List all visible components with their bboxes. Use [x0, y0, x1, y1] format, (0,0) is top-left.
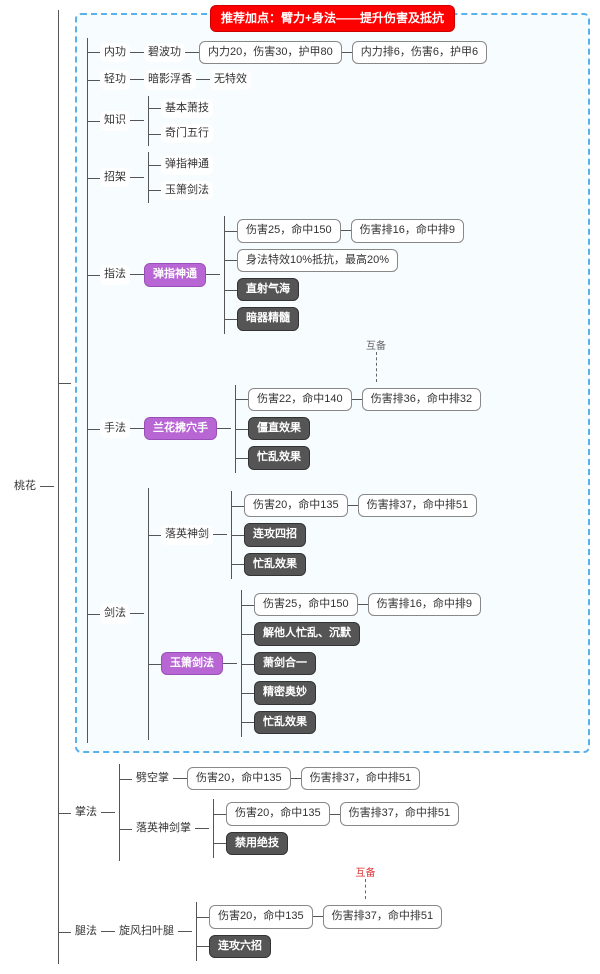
stat-node: 内力20，伤害30，护甲80 [199, 41, 342, 64]
stat-node: 伤害25，命中150 [254, 593, 358, 616]
cat-label: 剑法 [100, 604, 130, 623]
dark-node: 暗器精髓 [237, 307, 299, 330]
cat-qinggong: 轻功 暗影浮香 无特效 [100, 70, 582, 89]
dark-node: 忙乱效果 [254, 711, 316, 734]
stat-node: 伤害25，命中150 [237, 219, 341, 242]
stat-node: 伤害20，命中135 [226, 802, 330, 825]
cat-label: 指法 [100, 265, 130, 284]
rank-node: 伤害排37，命中排51 [301, 767, 420, 790]
dashed-arrow-red-icon [365, 879, 366, 899]
skill-node: 落英神剑掌 [132, 819, 195, 838]
skill-node: 落英神剑 [161, 525, 213, 544]
cat-label: 知识 [100, 111, 130, 130]
stat-node: 伤害22，命中140 [248, 388, 352, 411]
cat-neigong: 内功 碧波功 内力20，伤害30，护甲80 内力排6，伤害6，护甲6 [100, 41, 582, 64]
cat-label: 手法 [100, 419, 130, 438]
note-node: 无特效 [210, 70, 251, 89]
cat-zhaojia: 招架 弹指神通 玉箫剑法 [100, 152, 582, 203]
dark-node: 解他人忙乱、沉默 [254, 622, 360, 645]
rank-node: 伤害排37，命中排51 [358, 494, 477, 517]
dark-node: 萧剑合一 [254, 652, 316, 675]
cat-label: 轻功 [100, 70, 130, 89]
dark-node: 直射气海 [237, 278, 299, 301]
cat-jianfa: 剑法 落英神剑 伤害20，命中135 [100, 488, 582, 740]
dark-node: 僵直效果 [248, 417, 310, 440]
cat-zhangfa: 掌法 劈空掌 伤害20，命中135 伤害排37，命中排51 落英神剑掌 伤害20… [71, 764, 590, 861]
dark-node: 连攻四招 [244, 523, 306, 546]
skill-node: 玉箫剑法 [161, 181, 213, 200]
skill-node: 劈空掌 [132, 769, 173, 788]
stat-node: 伤害20，命中135 [187, 767, 291, 790]
rank-node: 伤害排16，命中排9 [368, 593, 481, 616]
dark-node: 忙乱效果 [248, 446, 310, 469]
skill-purple: 玉箫剑法 [161, 652, 223, 675]
cat-label: 腿法 [71, 922, 101, 941]
skill-purple: 弹指神通 [144, 263, 206, 286]
rank-node: 伤害排37，命中排51 [323, 905, 442, 928]
header-badge: 推荐加点：臂力+身法——提升伤害及抵抗 [210, 5, 455, 32]
cat-label: 掌法 [71, 803, 101, 822]
skill-purple: 兰花拂穴手 [144, 417, 217, 440]
stat-node: 伤害20，命中135 [244, 494, 348, 517]
stat-node: 伤害20，命中135 [209, 905, 313, 928]
dark-node: 连攻六招 [209, 935, 271, 958]
dark-node: 精密奥妙 [254, 681, 316, 704]
effect-node: 身法特效10%抵抗，最高20% [237, 249, 398, 272]
skill-node: 旋风扫叶腿 [115, 922, 178, 941]
skill-node: 暗影浮香 [144, 70, 196, 89]
skill-node: 奇门五行 [161, 124, 213, 143]
cat-tuifa: 腿法 旋风扫叶腿 伤害20，命中135 伤害排37，命中排51 连攻六招 [71, 902, 590, 961]
cat-shoufa: 手法 兰花拂穴手 伤害22，命中140 伤害排36，命中排32 僵直效果 忙乱效… [100, 385, 582, 473]
cat-label: 内功 [100, 43, 130, 62]
dark-node: 禁用绝技 [226, 832, 288, 855]
skill-node: 基本萧技 [161, 99, 213, 118]
recommend-box: 推荐加点：臂力+身法——提升伤害及抵抗 内功 碧波功 内力20，伤害30，护甲8… [75, 13, 590, 753]
rank-node: 伤害排36，命中排32 [362, 388, 481, 411]
cat-zhifa: 指法 弹指神通 伤害25，命中150 伤害排16，命中排9 [100, 216, 582, 334]
cat-label: 招架 [100, 168, 130, 187]
edge-label-red: 互备 [141, 864, 590, 879]
skill-node: 弹指神通 [161, 155, 213, 174]
root-node: 桃花 [10, 477, 40, 496]
cat-zhishi: 知识 基本萧技 奇门五行 [100, 96, 582, 147]
skill-node: 碧波功 [144, 43, 185, 62]
dark-node: 忙乱效果 [244, 553, 306, 576]
dashed-arrow-icon [376, 352, 377, 382]
rank-node: 伤害排37，命中排51 [340, 802, 459, 825]
rank-node: 伤害排16，命中排9 [351, 219, 464, 242]
edge-label: 互备 [170, 337, 582, 352]
rank-node: 内力排6，伤害6，护甲6 [352, 41, 487, 64]
